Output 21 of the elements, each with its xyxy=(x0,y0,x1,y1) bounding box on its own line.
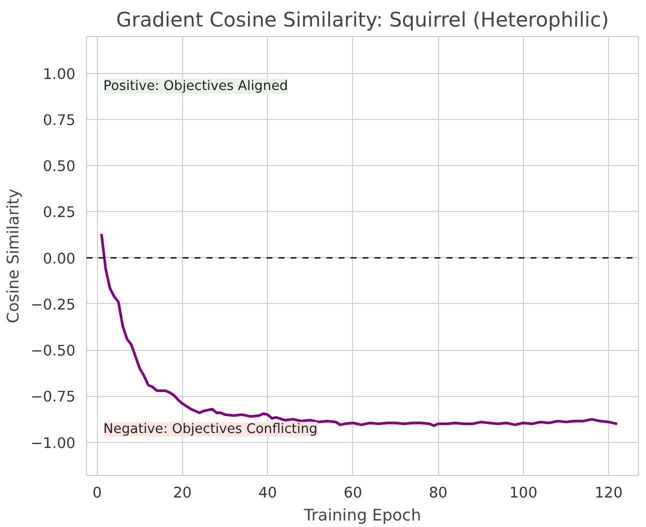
y-tick-label: 0.75 xyxy=(42,112,76,130)
y-tick-label: −1.00 xyxy=(30,434,76,452)
x-tick-label: 60 xyxy=(344,484,362,502)
x-tick-label: 20 xyxy=(173,484,192,502)
y-tick-label: 0.00 xyxy=(42,250,76,268)
y-tick-label: −0.75 xyxy=(30,388,76,406)
x-tick-label: 100 xyxy=(509,484,538,502)
x-tick-label: 0 xyxy=(92,484,102,502)
y-tick-label: −0.25 xyxy=(30,296,76,314)
y-axis-title: Cosine Similarity xyxy=(4,188,23,324)
y-tick-label: 0.25 xyxy=(42,204,76,222)
annotation: Positive: Objectives Aligned xyxy=(103,78,288,94)
annotation: Negative: Objectives Conflicting xyxy=(103,422,318,437)
x-tick-label: 120 xyxy=(594,484,623,502)
x-axis-title: Training Epoch xyxy=(302,506,422,524)
x-tick-label: 40 xyxy=(258,484,277,502)
y-tick-label: −0.50 xyxy=(30,342,76,360)
x-tick-label: 80 xyxy=(428,484,448,502)
y-tick-label: 0.50 xyxy=(42,158,76,176)
chart-title: Gradient Cosine Similarity: Squirrel (Heterophilic) xyxy=(116,8,609,32)
y-tick-label: 1.00 xyxy=(42,66,76,83)
